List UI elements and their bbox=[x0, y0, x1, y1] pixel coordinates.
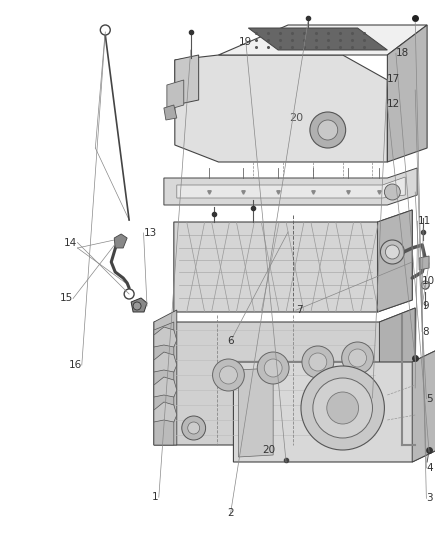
Circle shape bbox=[257, 352, 289, 384]
Circle shape bbox=[100, 25, 110, 35]
Circle shape bbox=[188, 422, 200, 434]
Circle shape bbox=[124, 289, 134, 299]
Text: 6: 6 bbox=[227, 336, 234, 346]
Text: 20: 20 bbox=[289, 113, 303, 123]
Polygon shape bbox=[154, 327, 177, 347]
Polygon shape bbox=[233, 350, 437, 462]
Text: 1: 1 bbox=[152, 492, 159, 502]
Polygon shape bbox=[154, 308, 415, 445]
Circle shape bbox=[349, 349, 367, 367]
Polygon shape bbox=[154, 352, 177, 372]
Circle shape bbox=[219, 366, 237, 384]
Polygon shape bbox=[177, 177, 405, 198]
Polygon shape bbox=[131, 298, 147, 312]
Polygon shape bbox=[175, 55, 199, 105]
Text: 5: 5 bbox=[426, 394, 433, 403]
Circle shape bbox=[310, 112, 346, 148]
Circle shape bbox=[421, 281, 429, 289]
Text: 10: 10 bbox=[422, 276, 435, 286]
Text: 12: 12 bbox=[387, 99, 400, 109]
Text: 2: 2 bbox=[227, 508, 234, 518]
Polygon shape bbox=[164, 168, 417, 205]
Circle shape bbox=[309, 353, 327, 371]
Circle shape bbox=[381, 240, 404, 264]
Polygon shape bbox=[419, 256, 429, 270]
Text: 11: 11 bbox=[418, 216, 431, 226]
Polygon shape bbox=[167, 80, 184, 110]
Circle shape bbox=[301, 366, 385, 450]
Polygon shape bbox=[114, 234, 127, 248]
Circle shape bbox=[342, 342, 374, 374]
Circle shape bbox=[212, 359, 244, 391]
Polygon shape bbox=[154, 402, 177, 422]
Polygon shape bbox=[379, 308, 415, 445]
Circle shape bbox=[133, 302, 141, 310]
Polygon shape bbox=[175, 55, 387, 162]
Circle shape bbox=[385, 245, 399, 259]
Text: 3: 3 bbox=[426, 494, 433, 503]
Text: 8: 8 bbox=[422, 327, 429, 336]
Text: 16: 16 bbox=[68, 360, 82, 370]
Polygon shape bbox=[154, 310, 177, 445]
Polygon shape bbox=[412, 350, 437, 462]
Circle shape bbox=[302, 346, 334, 378]
Text: 9: 9 bbox=[422, 302, 429, 311]
Circle shape bbox=[264, 359, 282, 377]
Polygon shape bbox=[154, 322, 174, 445]
Text: 15: 15 bbox=[60, 294, 73, 303]
Polygon shape bbox=[248, 28, 387, 50]
Polygon shape bbox=[378, 210, 412, 312]
Polygon shape bbox=[238, 368, 273, 457]
Text: 17: 17 bbox=[387, 74, 400, 84]
Polygon shape bbox=[387, 25, 427, 162]
Text: 7: 7 bbox=[296, 305, 303, 315]
Text: 18: 18 bbox=[396, 49, 409, 58]
Text: 20: 20 bbox=[262, 446, 276, 455]
Polygon shape bbox=[154, 377, 177, 397]
Polygon shape bbox=[164, 105, 177, 120]
Circle shape bbox=[385, 184, 400, 200]
Text: 19: 19 bbox=[239, 37, 252, 46]
Circle shape bbox=[318, 120, 338, 140]
Circle shape bbox=[313, 378, 372, 438]
Circle shape bbox=[182, 416, 205, 440]
Text: 4: 4 bbox=[426, 463, 433, 473]
Polygon shape bbox=[219, 25, 427, 55]
Text: 14: 14 bbox=[64, 238, 78, 247]
Circle shape bbox=[327, 392, 359, 424]
Text: 13: 13 bbox=[144, 228, 157, 238]
Polygon shape bbox=[174, 210, 412, 312]
